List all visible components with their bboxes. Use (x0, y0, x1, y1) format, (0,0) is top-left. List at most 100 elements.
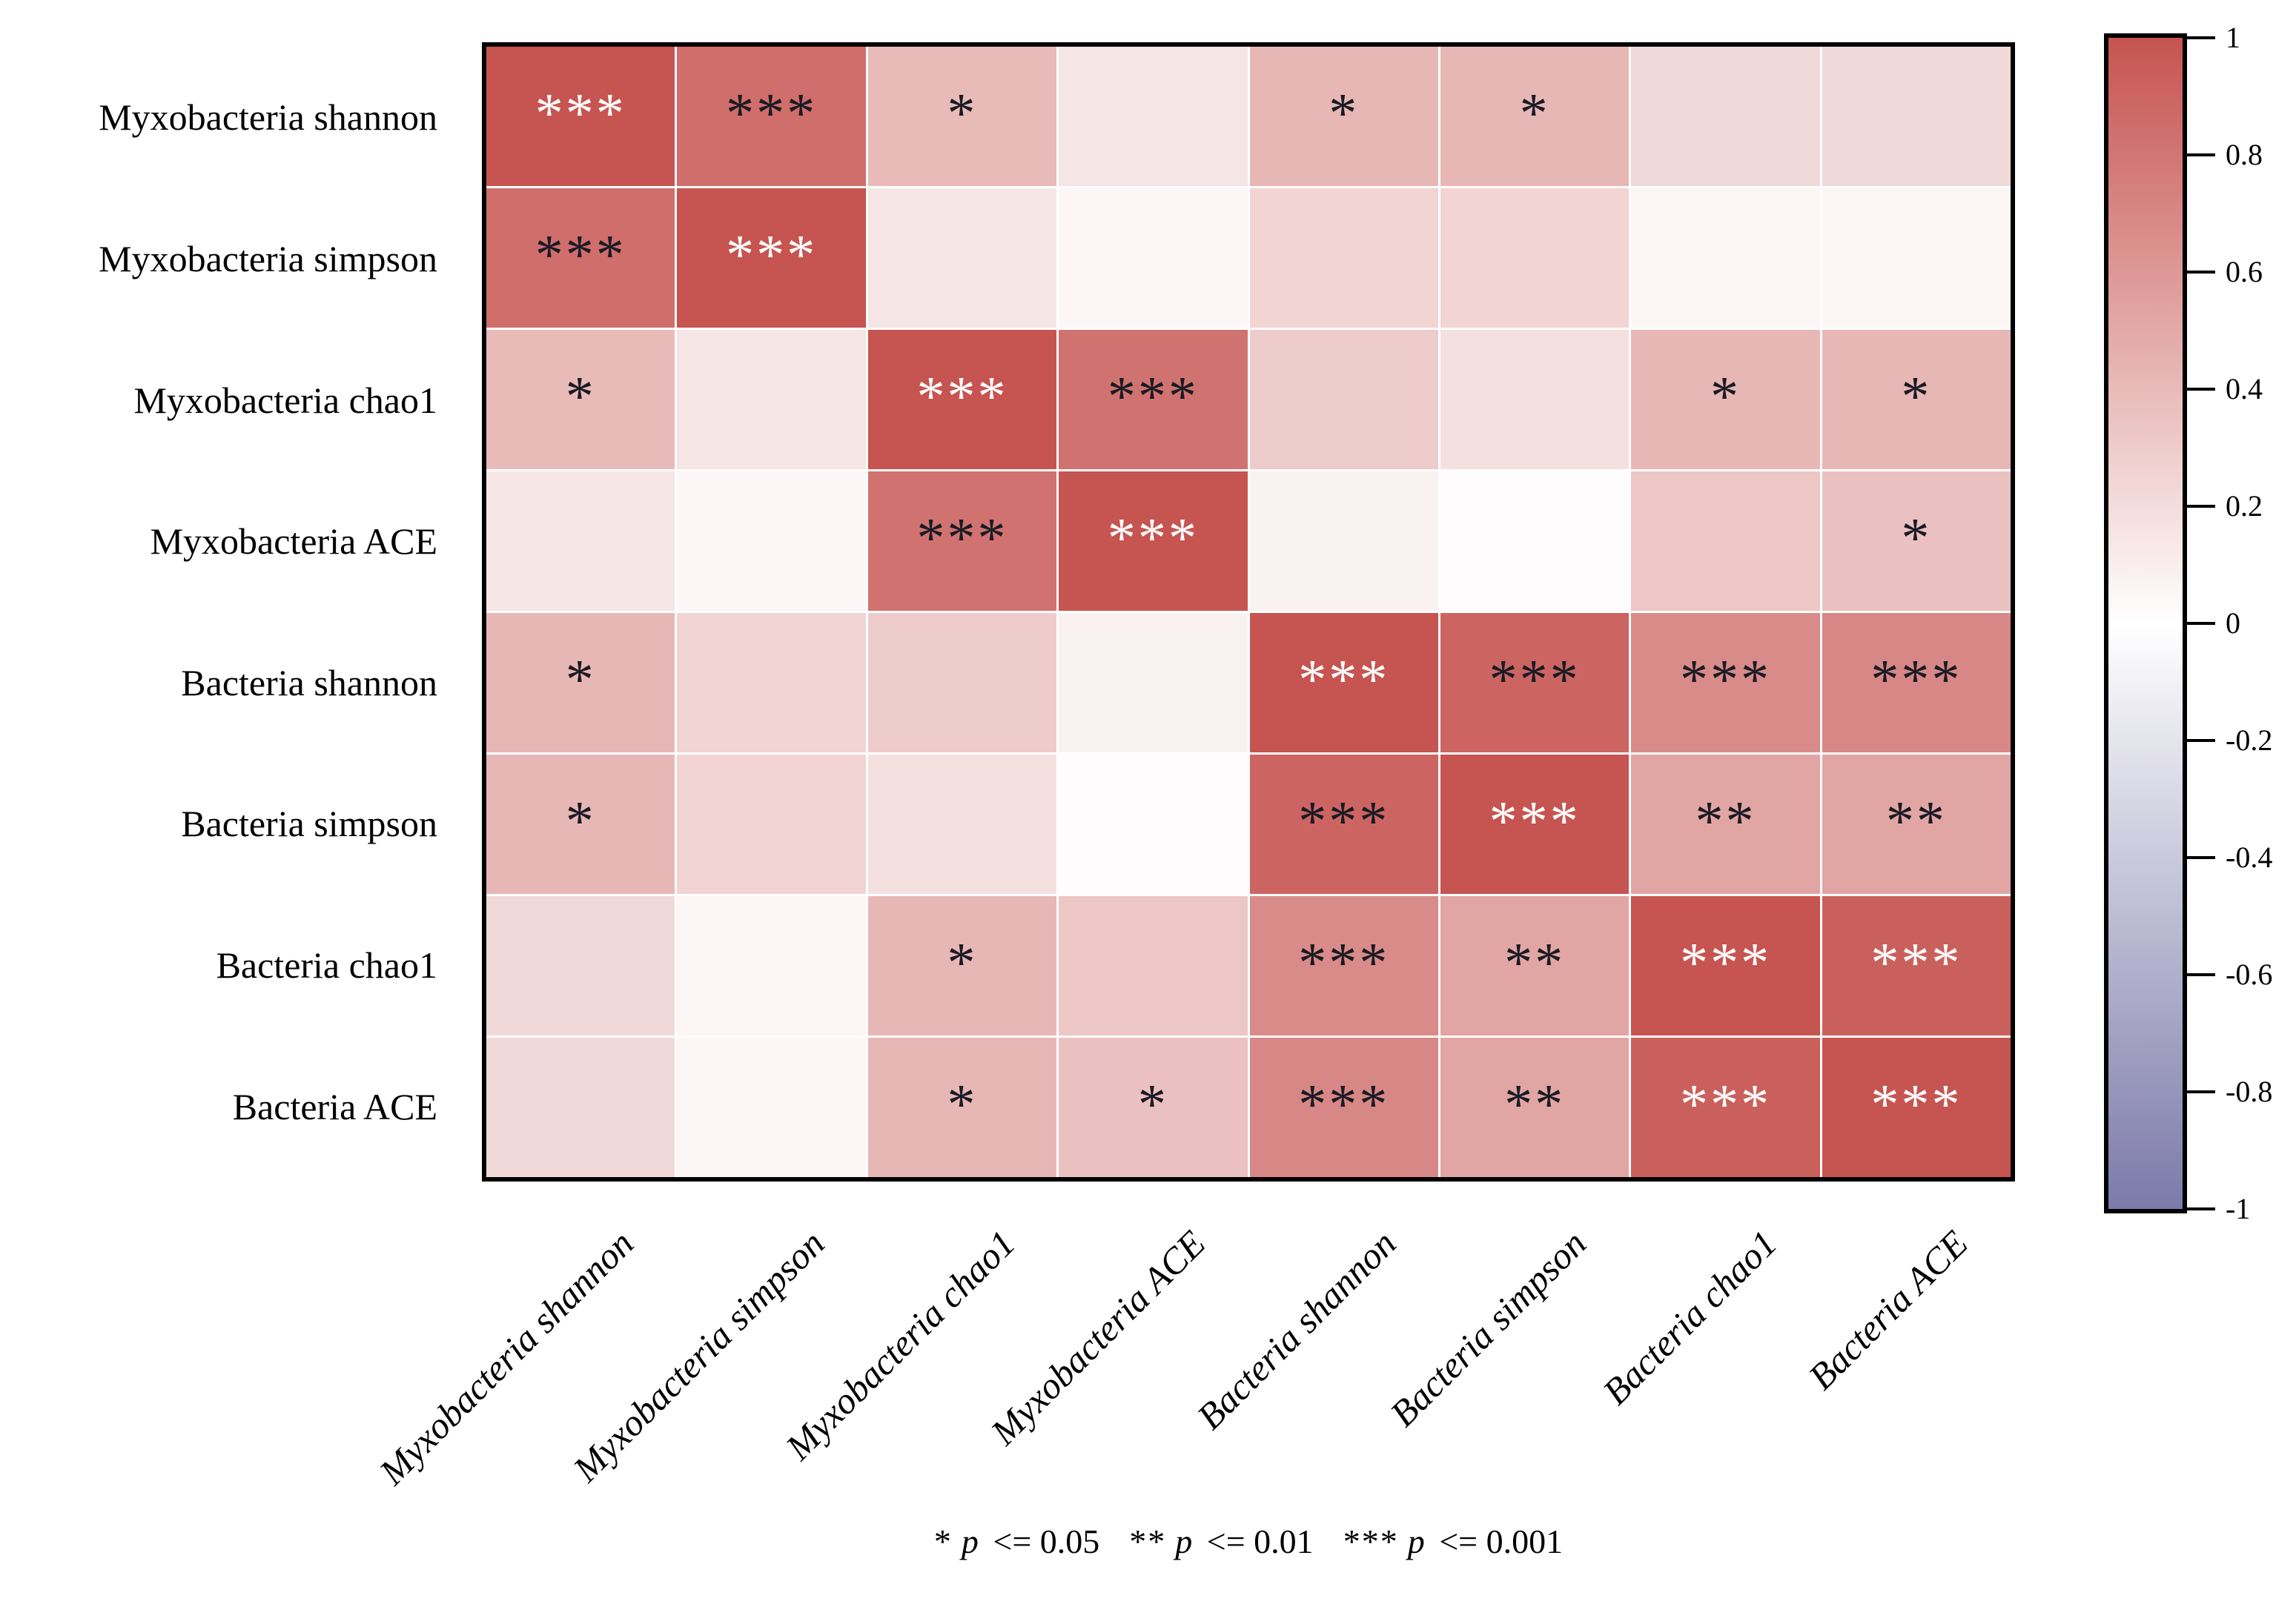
heatmap-cell: *** (867, 471, 1057, 611)
colorbar-tick-label: 0 (2226, 606, 2240, 640)
legend-threshold-2: <= 0.01 (1198, 1522, 1314, 1560)
significance-stars: *** (535, 224, 626, 286)
significance-stars: * (565, 790, 596, 852)
heatmap-cell: *** (677, 188, 866, 328)
heatmap-cell: * (486, 613, 675, 752)
heatmap-cell: *** (1249, 755, 1438, 894)
row-label: Bacteria chao1 (216, 944, 437, 986)
heatmap-cell: * (1822, 471, 2011, 611)
row-label: Myxobacteria simpson (99, 238, 437, 279)
significance-stars: ** (1885, 790, 1947, 852)
significance-stars: *** (1298, 649, 1390, 711)
heatmap-cell (867, 755, 1057, 894)
significance-stars: * (1901, 507, 1932, 569)
heatmap-cell (1631, 471, 1820, 611)
legend-stars-3: *** (1343, 1522, 1399, 1560)
significance-stars: * (565, 365, 596, 428)
colorbar-gradient (2104, 33, 2187, 1213)
heatmap-cell: *** (1631, 1038, 1820, 1177)
row-label: Bacteria shannon (181, 662, 437, 703)
heatmap-cell: *** (1631, 613, 1820, 752)
heatmap-cell: * (867, 1038, 1057, 1177)
heatmap-cell: * (486, 755, 675, 894)
significance-stars: *** (1107, 365, 1199, 428)
heatmap-cell: *** (1059, 330, 1248, 469)
heatmap-cell (1822, 188, 2011, 328)
heatmap-cell (1440, 330, 1630, 469)
heatmap-cell (677, 1038, 866, 1177)
significance-stars: * (947, 1073, 978, 1136)
row-label: Bacteria ACE (232, 1086, 437, 1127)
heatmap-grid: *** *** * * * *** *** * *** *** * * *** *** * * *** *** **… (482, 42, 2015, 1182)
heatmap-cell: ** (1822, 755, 2011, 894)
significance-stars: ** (1695, 790, 1756, 852)
significance-stars: *** (1298, 790, 1390, 852)
colorbar-tick-label: 0.8 (2226, 138, 2263, 171)
y-axis-labels: Myxobacteria shannon Myxobacteria simpson… (0, 42, 458, 1182)
legend-stars-2: ** (1129, 1522, 1167, 1560)
heatmap-cell (1631, 188, 1820, 328)
heatmap-cell: * (867, 896, 1057, 1036)
colorbar-tick-label: -0.2 (2226, 723, 2273, 757)
heatmap-cell: *** (1822, 613, 2011, 752)
col-label: Bacteria chao1 (1595, 1222, 1785, 1413)
heatmap-cell: *** (1822, 1038, 2011, 1177)
colorbar-tick-label: -0.4 (2226, 841, 2273, 874)
col-label: Myxobacteria shannon (371, 1222, 642, 1493)
heatmap-cell: *** (1440, 613, 1630, 752)
heatmap-cell: * (1440, 47, 1630, 186)
heatmap-cell: ** (1440, 1038, 1630, 1177)
heatmap-cell (1249, 188, 1438, 328)
row-label: Bacteria simpson (181, 803, 437, 844)
heatmap-cell (677, 613, 866, 752)
significance-stars: *** (1679, 932, 1771, 994)
heatmap-cell (677, 330, 866, 469)
significance-stars: *** (1679, 649, 1771, 711)
heatmap-cell (1059, 613, 1248, 752)
significance-stars: *** (1107, 507, 1199, 569)
colorbar-tick-label: -0.6 (2226, 958, 2273, 991)
significance-stars: *** (535, 82, 626, 145)
significance-stars: *** (1870, 1073, 1962, 1136)
colorbar-tick-label: -0.8 (2226, 1075, 2273, 1108)
heatmap-cell: * (867, 47, 1057, 186)
colorbar-tick (2183, 388, 2215, 391)
significance-stars: * (947, 932, 978, 994)
heatmap-cell (1059, 755, 1248, 894)
heatmap-cell: *** (677, 47, 866, 186)
heatmap-cell: *** (1249, 896, 1438, 1036)
heatmap-cell (677, 471, 866, 611)
heatmap-cell: ** (1440, 896, 1630, 1036)
significance-stars: *** (1298, 1073, 1390, 1136)
heatmap-cell: *** (1822, 896, 2011, 1036)
legend-item-p05: * p <= 0.05 (934, 1522, 1099, 1560)
significance-stars: * (1710, 365, 1741, 428)
heatmap-cell (1440, 188, 1630, 328)
colorbar-tick (2183, 153, 2215, 156)
significance-stars: * (1137, 1073, 1168, 1136)
legend-item-p01: ** p <= 0.01 (1129, 1522, 1313, 1560)
legend-item-p001: *** p <= 0.001 (1343, 1522, 1563, 1560)
colorbar-tick (2183, 856, 2215, 859)
significance-stars: *** (916, 365, 1008, 428)
significance-stars: *** (1870, 649, 1962, 711)
significance-stars: *** (1870, 932, 1962, 994)
significance-stars: * (947, 82, 978, 145)
heatmap-cell: * (486, 330, 675, 469)
col-label: Bacteria ACE (1800, 1222, 1976, 1398)
heatmap-cell (486, 471, 675, 611)
colorbar-tick (2183, 271, 2215, 274)
row-label: Myxobacteria chao1 (133, 380, 437, 421)
col-label: Bacteria simpson (1382, 1222, 1595, 1435)
col-label: Bacteria shannon (1188, 1222, 1404, 1438)
significance-stars: * (565, 649, 596, 711)
heatmap-cell: * (1249, 47, 1438, 186)
legend-p-symbol: p (1175, 1522, 1193, 1560)
significance-stars: *** (1298, 932, 1390, 994)
heatmap-cell: *** (1059, 471, 1248, 611)
heatmap-cell (486, 896, 675, 1036)
colorbar-tick (2183, 973, 2215, 976)
heatmap-cell: *** (486, 47, 675, 186)
colorbar-tick-label: -1 (2226, 1192, 2251, 1225)
